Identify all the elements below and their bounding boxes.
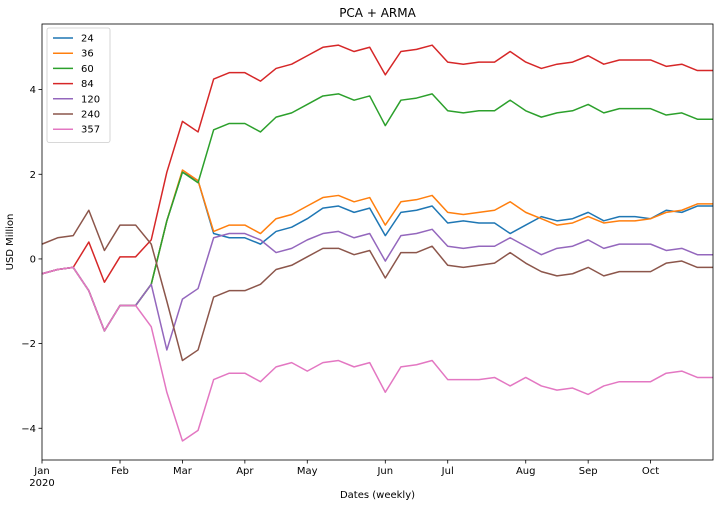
x-tick-sublabel: 2020	[29, 478, 54, 489]
series-line-60	[41, 93, 713, 332]
x-tick-label: Feb	[111, 466, 129, 477]
legend-label-84: 84	[81, 79, 94, 90]
series-line-120	[41, 228, 713, 351]
y-tick-label: −2	[21, 339, 36, 350]
y-tick-label: 0	[30, 254, 36, 265]
x-axis-title: Dates (weekly)	[340, 490, 415, 501]
x-tick-label: Mar	[173, 466, 193, 477]
y-tick-label: −4	[21, 424, 36, 435]
x-tick-label: Jul	[441, 466, 454, 477]
x-tick-label: Sep	[579, 466, 598, 477]
legend-label-60: 60	[81, 64, 94, 75]
legend: 24 36 60 84 120 240 357	[46, 27, 111, 143]
plot-frame	[41, 23, 714, 461]
plot-lines	[41, 44, 713, 442]
y-axis-title: USD Million	[5, 214, 16, 271]
series-line-24	[41, 171, 713, 332]
series-line-240	[41, 209, 713, 362]
legend-label-120: 120	[81, 94, 100, 105]
x-tick-label: May	[297, 466, 318, 477]
x-tick-label: Jun	[376, 466, 393, 477]
series-line-36	[41, 169, 713, 332]
y-tick-label: 4	[30, 85, 36, 96]
legend-label-36: 36	[81, 49, 94, 60]
x-tick-label: Jan	[33, 466, 49, 477]
x-tick-label: Oct	[642, 466, 659, 477]
chart-title: PCA + ARMA	[339, 6, 416, 20]
legend-label-240: 240	[81, 110, 100, 121]
x-tick-label: Apr	[236, 466, 254, 477]
series-line-357	[41, 266, 713, 442]
legend-label-357: 357	[81, 125, 100, 136]
y-axis: −4 −2 0 2 4	[21, 85, 42, 435]
legend-box	[46, 27, 111, 143]
series-line-84	[41, 44, 713, 283]
legend-label-24: 24	[81, 34, 94, 45]
y-tick-label: 2	[30, 170, 36, 181]
x-tick-label: Aug	[516, 466, 536, 477]
